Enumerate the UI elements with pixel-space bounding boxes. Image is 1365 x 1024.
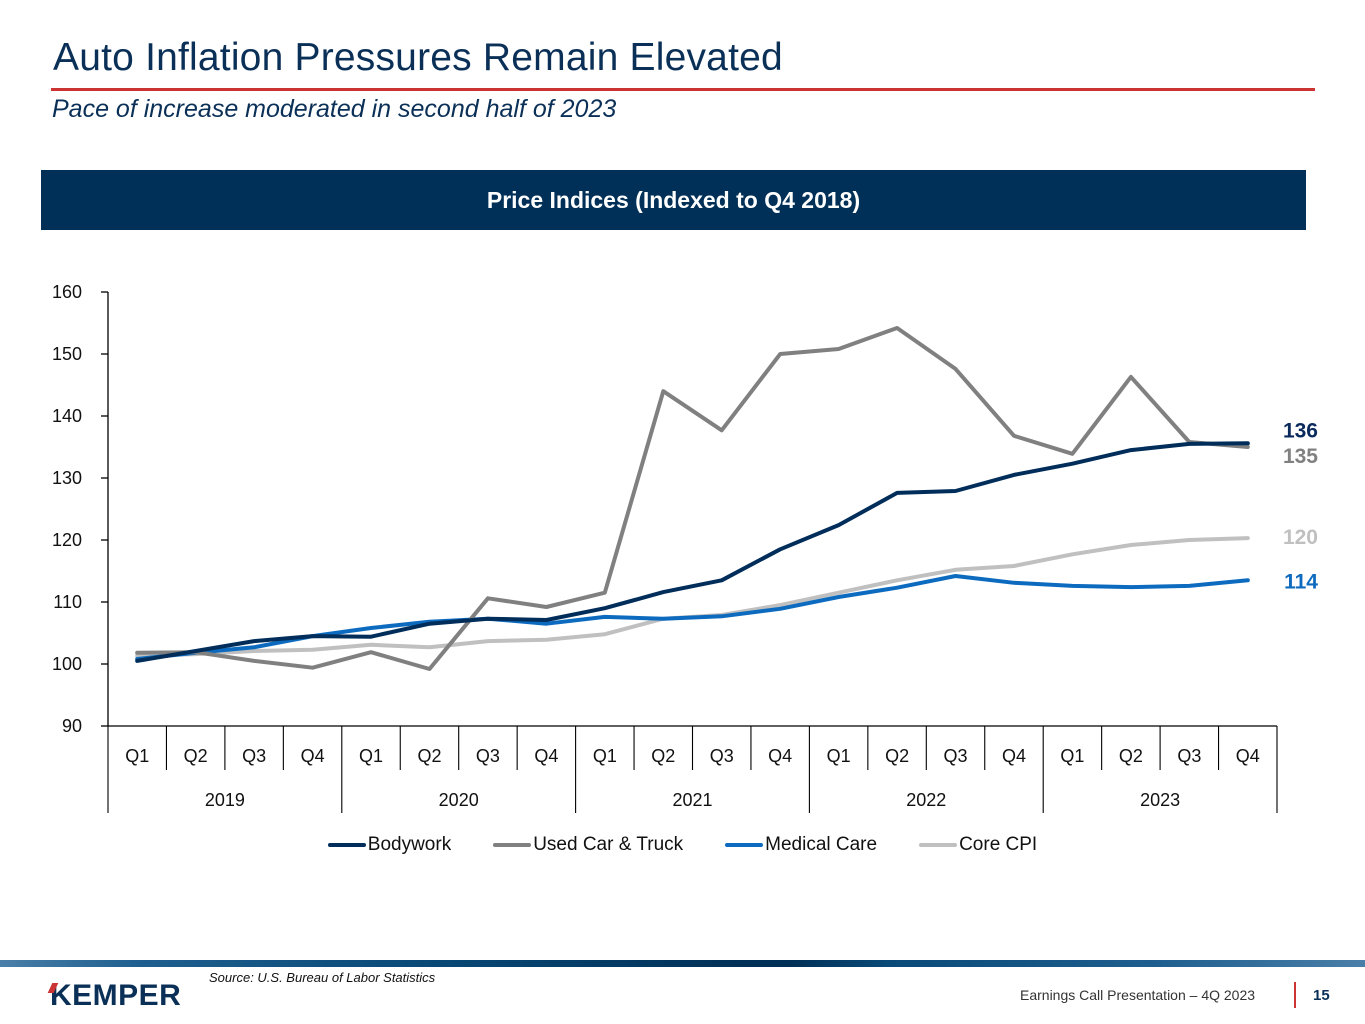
legend-item-medical-care: Medical Care xyxy=(725,834,877,856)
footer-gradient-bar xyxy=(0,960,1365,967)
y-tick-label: 150 xyxy=(52,344,82,364)
x-tick-label: Q4 xyxy=(768,746,792,766)
chart-axes: 90 100 110 120 130 140 150 160 Q1 Q2 Q3 Q4 Q1 Q2 Q3 Q4 Q… xyxy=(52,282,1278,813)
x-group-label: 2019 xyxy=(205,790,245,810)
x-tick-label: Q1 xyxy=(593,746,617,766)
kemper-logo: KEMPER xyxy=(50,979,181,1013)
x-group-label: 2021 xyxy=(672,790,712,810)
page-number: 15 xyxy=(1313,987,1330,1004)
y-tick-label: 110 xyxy=(53,592,82,612)
legend-swatch xyxy=(725,843,764,847)
series-line-medical-care xyxy=(135,574,1250,661)
legend-item-used-car-truck: Used Car & Truck xyxy=(493,834,683,856)
y-tick-label: 120 xyxy=(52,530,82,550)
y-tick-label: 90 xyxy=(62,716,82,736)
x-tick-label: Q2 xyxy=(885,746,909,766)
logo-text: KEMPER xyxy=(50,979,182,1012)
x-tick-label: Q4 xyxy=(301,746,325,766)
end-label-core-cpi: 120 xyxy=(1283,526,1318,549)
y-tick-label: 130 xyxy=(52,468,82,488)
legend-label: Core CPI xyxy=(959,834,1038,855)
chart-title: Price Indices (Indexed to Q4 2018) xyxy=(486,186,861,213)
x-tick-label: Q3 xyxy=(944,746,968,766)
chart-legend: Bodywork Used Car & Truck Medical Care Core… xyxy=(0,834,1365,856)
x-group-label: 2022 xyxy=(906,790,946,810)
x-tick-label: Q1 xyxy=(1060,746,1084,766)
x-tick-label: Q1 xyxy=(359,746,383,766)
chart-end-labels: 136 135 114 120 xyxy=(1283,419,1318,593)
x-tick-label: Q1 xyxy=(125,746,149,766)
x-tick-label: Q3 xyxy=(242,746,266,766)
x-tick-label: Q2 xyxy=(651,746,675,766)
x-tick-label: Q2 xyxy=(184,746,208,766)
x-tick-label: Q4 xyxy=(1236,746,1260,766)
legend-label: Medical Care xyxy=(765,834,878,855)
end-label-used-car-truck: 135 xyxy=(1283,445,1318,468)
legend-label: Used Car & Truck xyxy=(533,834,684,855)
chart-series xyxy=(135,326,1250,671)
x-tick-label: Q2 xyxy=(1119,746,1143,766)
y-tick-label: 160 xyxy=(52,282,82,302)
footer-divider xyxy=(1294,982,1296,1008)
legend-swatch xyxy=(919,843,958,847)
footer-presentation-title: Earnings Call Presentation – 4Q 2023 xyxy=(1020,987,1256,1003)
legend-item-core-cpi: Core CPI xyxy=(919,834,1037,856)
chart-banner: Price Indices (Indexed to Q4 2018) xyxy=(41,170,1306,230)
x-group-label: 2020 xyxy=(439,790,479,810)
x-tick-label: Q2 xyxy=(417,746,441,766)
source-note: Source: U.S. Bureau of Labor Statistics xyxy=(209,970,436,985)
y-tick-label: 140 xyxy=(52,406,82,426)
line-chart: 90 100 110 120 130 140 150 160 Q1 Q2 Q3 Q4 Q1 Q2 Q3 Q4 Q… xyxy=(52,282,1318,813)
legend-swatch xyxy=(327,843,366,847)
x-tick-label: Q3 xyxy=(710,746,734,766)
slide-title: Auto Inflation Pressures Remain Elevated xyxy=(53,36,783,79)
x-tick-label: Q4 xyxy=(534,746,558,766)
end-label-bodywork: 136 xyxy=(1283,419,1318,442)
x-group-label: 2023 xyxy=(1140,790,1180,810)
x-tick-label: Q3 xyxy=(1177,746,1201,766)
x-tick-label: Q4 xyxy=(1002,746,1026,766)
x-tick-label: Q1 xyxy=(827,746,851,766)
series-line-bodywork xyxy=(135,441,1250,663)
x-tick-label: Q3 xyxy=(476,746,500,766)
legend-item-bodywork: Bodywork xyxy=(327,834,452,856)
y-tick-label: 100 xyxy=(52,654,82,674)
legend-label: Bodywork xyxy=(367,834,452,855)
end-label-medical-care: 114 xyxy=(1284,570,1318,593)
legend-swatch xyxy=(493,843,532,847)
slide-subtitle: Pace of increase moderated in second hal… xyxy=(52,95,617,123)
series-line-used-car-truck xyxy=(135,326,1250,671)
title-divider xyxy=(51,88,1315,91)
